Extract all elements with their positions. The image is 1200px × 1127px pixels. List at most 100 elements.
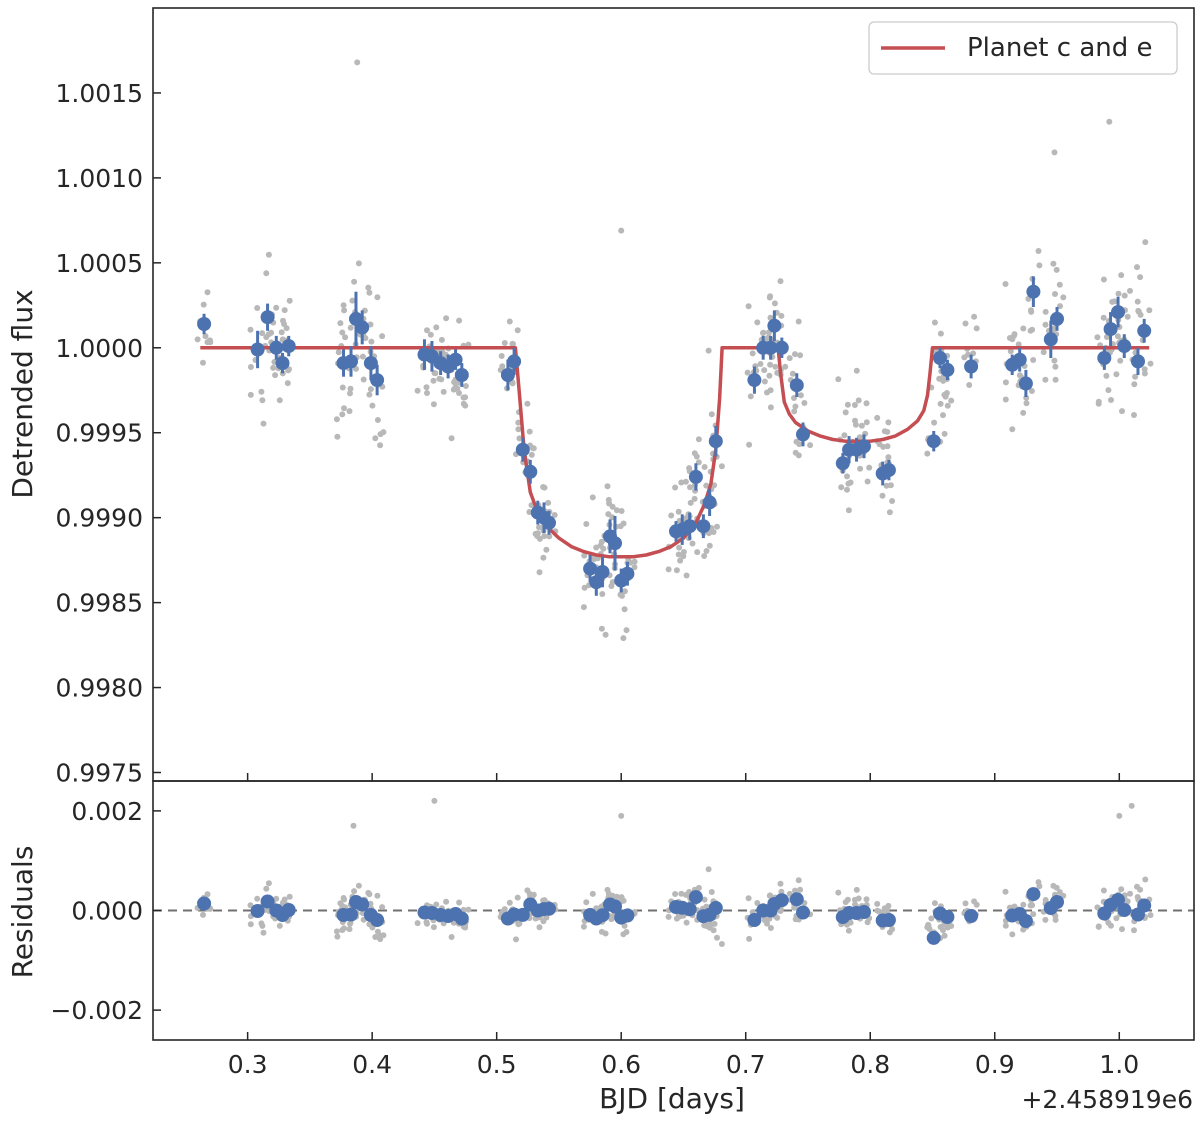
unbinned-data-point [1124, 313, 1131, 320]
binned-residual-point [857, 905, 871, 919]
unbinned-data-point [691, 495, 698, 502]
unbinned-data-point [792, 351, 798, 358]
unbinned-data-point [943, 390, 950, 396]
unbinned-data-point [333, 416, 340, 423]
unbinned-data-point [280, 317, 286, 324]
unbinned-data-point [1094, 334, 1101, 341]
unbinned-data-point [687, 484, 693, 491]
unbinned-data-point [284, 380, 291, 387]
binned-data-point [355, 320, 370, 335]
unbinned-data-point [1142, 239, 1149, 246]
unbinned-data-point [693, 453, 700, 460]
unbinned-residual-point [333, 928, 340, 935]
unbinned-residual-point [334, 933, 341, 940]
unbinned-data-point [346, 408, 353, 415]
unbinned-data-point [620, 520, 627, 527]
unbinned-data-point [844, 473, 850, 480]
unbinned-data-point [754, 319, 761, 326]
unbinned-data-point [962, 320, 969, 327]
unbinned-residual-point [767, 892, 774, 899]
unbinned-residual-point [941, 932, 948, 939]
unbinned-data-point [454, 385, 461, 392]
unbinned-data-point [777, 278, 784, 285]
unbinned-data-point [515, 419, 522, 426]
unbinned-data-point [701, 464, 708, 470]
unbinned-data-point [526, 428, 533, 435]
unbinned-data-point [540, 554, 547, 561]
unbinned-data-point [602, 631, 609, 638]
unbinned-data-point [863, 400, 870, 407]
binned-residual-point [454, 911, 469, 926]
unbinned-residual-point [764, 920, 770, 927]
unbinned-data-point [347, 390, 353, 397]
unbinned-data-point [1146, 307, 1153, 314]
unbinned-data-point [369, 402, 376, 409]
unbinned-data-point [852, 421, 859, 428]
unbinned-data-point [944, 402, 951, 409]
unbinned-residual-point [1020, 926, 1027, 933]
binned-residual-point [708, 901, 723, 915]
unbinned-data-point [665, 566, 672, 573]
unbinned-data-point [1011, 332, 1017, 339]
unbinned-data-point [1141, 370, 1148, 377]
unbinned-data-point [515, 426, 522, 433]
unbinned-data-point [1002, 379, 1009, 386]
binned-residual-point [281, 903, 296, 917]
unbinned-data-point [1051, 357, 1058, 364]
binned-data-point [933, 351, 947, 365]
unbinned-data-point [430, 401, 437, 408]
unbinned-data-point [258, 388, 265, 395]
unbinned-data-point [436, 375, 443, 382]
flux-y-tick-label: 1.0000 [56, 334, 143, 363]
unbinned-residual-point [433, 901, 440, 908]
unbinned-data-point [1002, 396, 1009, 403]
unbinned-data-point [931, 419, 938, 426]
unbinned-residual-point [885, 902, 892, 909]
unbinned-data-point [801, 400, 808, 406]
unbinned-data-point [789, 370, 796, 377]
unbinned-residual-point [1134, 883, 1140, 890]
unbinned-data-point [424, 390, 430, 396]
unbinned-data-point [342, 334, 349, 341]
unbinned-data-point [581, 584, 588, 591]
unbinned-data-point [440, 388, 447, 395]
unbinned-data-point [273, 304, 280, 311]
unbinned-data-point [841, 432, 848, 439]
unbinned-residual-point [443, 898, 450, 905]
unbinned-residual-point [374, 928, 381, 935]
unbinned-data-point [1020, 325, 1027, 332]
unbinned-data-point [541, 533, 548, 540]
unbinned-data-point [682, 478, 689, 485]
unbinned-data-point [971, 313, 978, 320]
unbinned-data-point [842, 409, 849, 416]
unbinned-residual-point [247, 921, 254, 928]
unbinned-residual-point [795, 877, 802, 884]
unbinned-data-point [1131, 412, 1137, 418]
unbinned-data-point [272, 372, 279, 379]
x-tick-label: 0.4 [352, 1050, 392, 1079]
unbinned-data-point [341, 307, 348, 314]
unbinned-data-point [414, 387, 421, 394]
unbinned-residual-point [530, 891, 537, 898]
unbinned-data-point [618, 508, 625, 514]
unbinned-residual-point [925, 921, 932, 928]
flux-y-tick-label: 0.9990 [56, 504, 143, 533]
unbinned-data-point [374, 417, 381, 423]
binned-data-point [250, 342, 265, 357]
unbinned-residual-point [351, 888, 358, 895]
unbinned-residual-point [536, 924, 543, 931]
unbinned-data-point [605, 496, 612, 503]
unbinned-data-point [767, 404, 774, 411]
binned-data-point [835, 456, 850, 471]
unbinned-data-point [677, 557, 684, 564]
unbinned-data-point [889, 498, 896, 504]
unbinned-residual-point [1009, 931, 1016, 938]
residuals-panel-frame [152, 780, 1195, 1041]
binned-residual-point [774, 893, 789, 908]
binned-residual-point [1018, 914, 1033, 928]
unbinned-data-point [767, 361, 774, 368]
unbinned-residual-outlier [1128, 802, 1135, 809]
unbinned-data-point [424, 327, 430, 334]
unbinned-data-point [1095, 400, 1102, 407]
unbinned-data-point [631, 564, 638, 571]
